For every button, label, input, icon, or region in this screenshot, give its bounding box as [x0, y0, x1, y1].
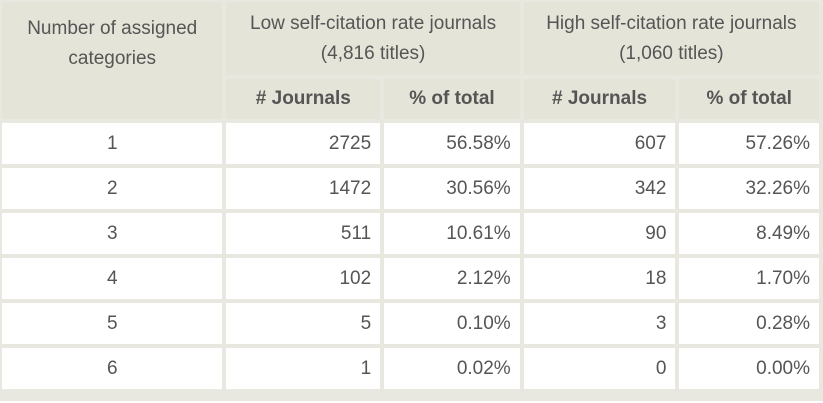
cell-high-pct: 32.26% — [679, 168, 819, 209]
header-low-journals: # Journals — [226, 79, 381, 119]
header-low-pct: % of total — [384, 79, 520, 119]
cell-high-journals: 3 — [523, 303, 676, 344]
cell-low-pct: 2.12% — [384, 258, 520, 299]
cell-low-pct: 56.58% — [384, 123, 520, 164]
table-row: 6 1 0.02% 0 0.00% — [2, 348, 819, 389]
cell-low-journals: 511 — [226, 213, 381, 254]
cell-low-journals: 102 — [226, 258, 381, 299]
table-row: 1 2725 56.58% 607 57.26% — [2, 123, 819, 164]
cell-category: 3 — [2, 213, 223, 254]
header-number-of-categories: Number of assigned categories — [2, 2, 223, 119]
cell-low-journals: 2725 — [226, 123, 381, 164]
table-row: 2 1472 30.56% 342 32.26% — [2, 168, 819, 209]
cell-high-journals: 90 — [523, 213, 676, 254]
journal-category-table: Number of assigned categories Low self-c… — [2, 2, 819, 389]
cell-category: 2 — [2, 168, 223, 209]
cell-high-pct: 1.70% — [679, 258, 819, 299]
cell-high-journals: 342 — [523, 168, 676, 209]
cell-low-pct: 0.02% — [384, 348, 520, 389]
cell-high-journals: 0 — [523, 348, 676, 389]
cell-low-journals: 1 — [226, 348, 381, 389]
table-header: Number of assigned categories Low self-c… — [2, 2, 819, 119]
cell-category: 5 — [2, 303, 223, 344]
cell-high-journals: 18 — [523, 258, 676, 299]
header-high-journals: # Journals — [523, 79, 676, 119]
header-high-pct: % of total — [679, 79, 819, 119]
cell-category: 4 — [2, 258, 223, 299]
cell-low-journals: 5 — [226, 303, 381, 344]
cell-low-pct: 10.61% — [384, 213, 520, 254]
header-row-subcolumns: # Journals % of total # Journals % of to… — [2, 79, 819, 119]
cell-category: 1 — [2, 123, 223, 164]
cell-high-pct: 0.28% — [679, 303, 819, 344]
cell-high-pct: 0.00% — [679, 348, 819, 389]
cell-category: 6 — [2, 348, 223, 389]
header-high-self-citation: High self-citation rate journals (1,060 … — [523, 2, 819, 75]
cell-low-pct: 30.56% — [384, 168, 520, 209]
header-low-self-citation: Low self-citation rate journals (4,816 t… — [226, 2, 520, 75]
table-row: 4 102 2.12% 18 1.70% — [2, 258, 819, 299]
cell-high-pct: 8.49% — [679, 213, 819, 254]
table-row: 3 511 10.61% 90 8.49% — [2, 213, 819, 254]
cell-low-pct: 0.10% — [384, 303, 520, 344]
cell-high-pct: 57.26% — [679, 123, 819, 164]
header-row-groups: Number of assigned categories Low self-c… — [2, 2, 819, 119]
cell-low-journals: 1472 — [226, 168, 381, 209]
cell-high-journals: 607 — [523, 123, 676, 164]
table-row: 5 5 0.10% 3 0.28% — [2, 303, 819, 344]
table-body: 1 2725 56.58% 607 57.26% 2 1472 30.56% 3… — [2, 123, 819, 389]
